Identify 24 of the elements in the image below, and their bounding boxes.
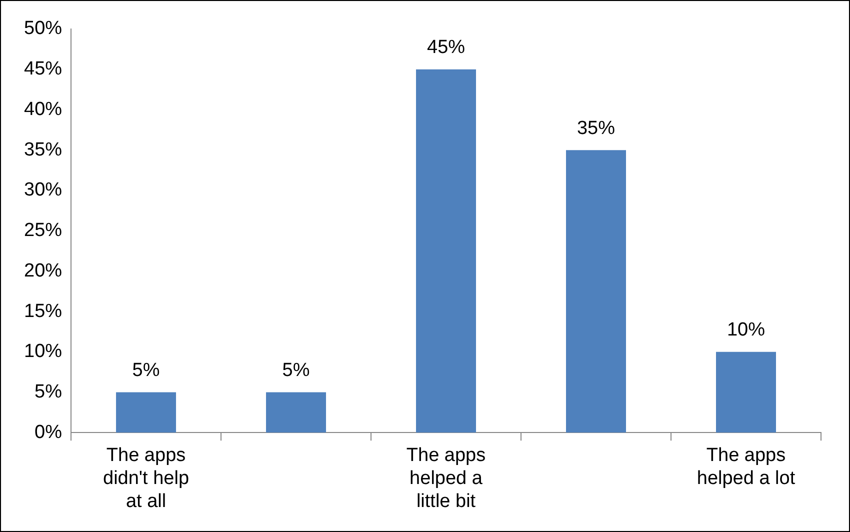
y-tick-label: 30%: [24, 180, 62, 201]
data-label: 5%: [282, 360, 310, 381]
bar: [716, 352, 776, 433]
x-tick-label: The apps helped a lot: [696, 445, 796, 490]
y-tick-label: 25%: [24, 220, 62, 242]
bar: [416, 69, 476, 433]
y-tick-label: 50%: [24, 18, 62, 40]
y-tick-label: 0%: [34, 422, 62, 443]
bar: [266, 392, 326, 433]
bar: [566, 150, 626, 433]
data-label: 45%: [427, 37, 466, 58]
y-tick-label: 45%: [24, 58, 62, 80]
y-tick-label: 20%: [24, 260, 62, 282]
bar: [116, 392, 176, 433]
y-tick-label: 40%: [24, 98, 62, 120]
data-label: 5%: [132, 360, 160, 381]
x-tick-label: The apps didn't help at all: [103, 445, 190, 512]
y-tick-label: 15%: [24, 300, 62, 322]
x-tick-label: The apps helped a little bit: [406, 445, 486, 512]
y-tick-label: 35%: [24, 139, 62, 160]
data-label: 10%: [726, 320, 766, 341]
y-tick-label: 10%: [24, 341, 62, 362]
y-tick-label: 5%: [34, 381, 62, 402]
data-label: 35%: [576, 118, 616, 139]
